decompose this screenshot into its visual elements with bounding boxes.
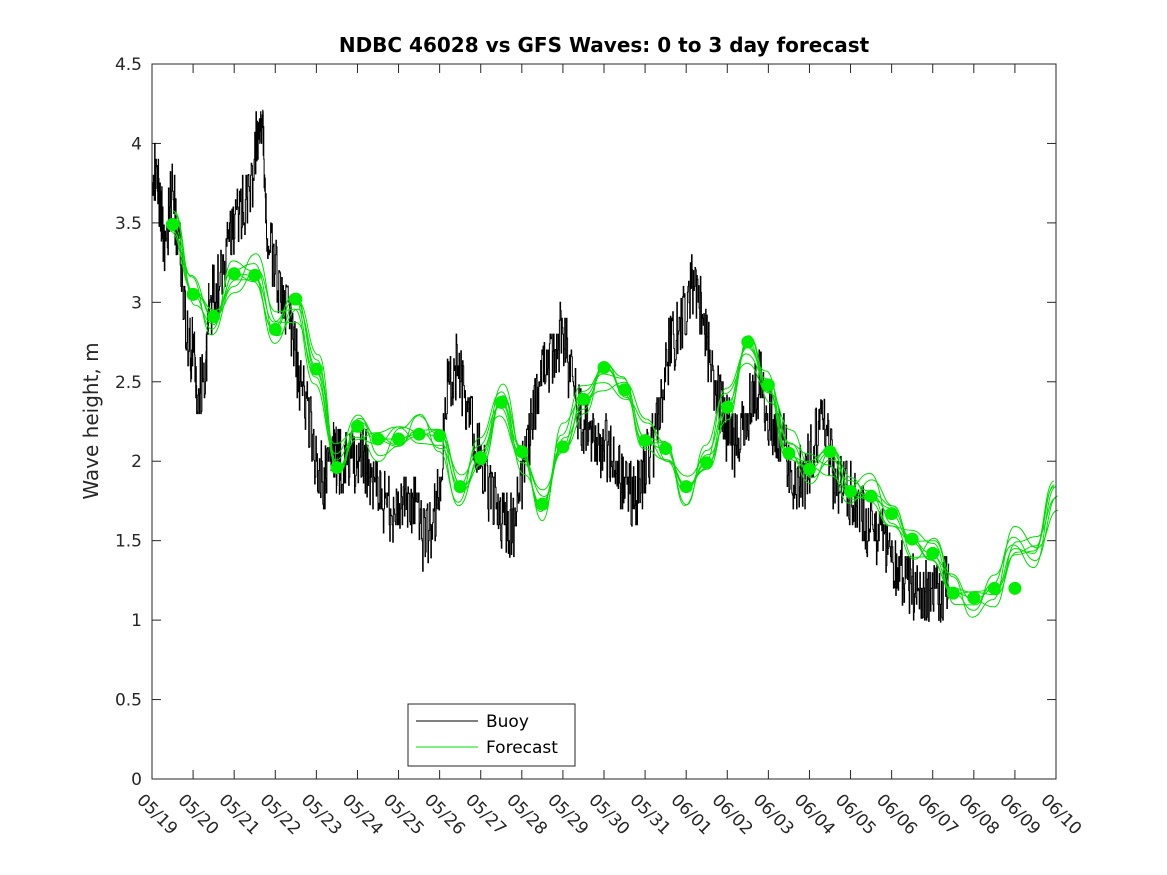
forecast-marker: [433, 429, 447, 443]
forecast-marker: [576, 392, 590, 406]
y-tick-label: 0: [131, 770, 142, 790]
forecast-marker: [659, 442, 673, 456]
forecast-marker: [309, 362, 323, 376]
forecast-marker: [782, 446, 796, 460]
y-tick-label: 1: [131, 611, 142, 631]
forecast-marker: [946, 586, 960, 600]
forecast-marker: [392, 432, 406, 446]
y-tick-label: 4.5: [115, 55, 142, 75]
forecast-marker: [720, 400, 734, 414]
forecast-marker: [741, 335, 755, 349]
forecast-marker: [330, 461, 344, 475]
forecast-markers: [166, 217, 1022, 605]
forecast-marker: [885, 507, 899, 521]
forecast-marker: [207, 310, 221, 324]
y-tick-label: 1.5: [115, 532, 142, 552]
forecast-marker: [679, 480, 693, 494]
forecast-marker: [453, 480, 467, 494]
legend-buoy-label: Buoy: [486, 712, 529, 732]
forecast-marker: [802, 462, 816, 476]
forecast-marker: [474, 451, 488, 465]
forecast-marker: [227, 267, 241, 281]
forecast-marker: [268, 322, 282, 336]
forecast-marker: [823, 445, 837, 459]
forecast-marker: [166, 217, 180, 231]
forecast-marker: [494, 395, 508, 409]
y-tick-label: 2: [131, 452, 142, 472]
forecast-marker: [515, 445, 529, 459]
forecast-marker: [844, 484, 858, 498]
forecast-marker: [371, 432, 385, 446]
legend: Buoy Forecast: [407, 703, 576, 767]
y-tick-label: 4: [131, 134, 142, 154]
y-axis-label: Wave height, m: [79, 342, 103, 499]
forecast-marker: [967, 591, 981, 605]
y-tick-label: 0.5: [115, 691, 142, 711]
forecast-marker: [186, 287, 200, 301]
legend-forecast-label: Forecast: [486, 738, 558, 758]
forecast-marker: [618, 383, 632, 397]
buoy-series-line: [151, 109, 950, 623]
forecast-marker: [864, 489, 878, 503]
y-tick-labels: 0 0.5 1 1.5 2 2.5 3 3.5 4 4.5: [115, 55, 142, 790]
forecast-marker: [350, 419, 364, 433]
forecast-marker: [638, 434, 652, 448]
forecast-marker: [535, 497, 549, 511]
forecast-marker: [926, 546, 940, 560]
forecast-marker: [289, 292, 303, 306]
forecast-marker: [905, 532, 919, 546]
legend-box: [407, 703, 576, 767]
forecast-marker: [700, 456, 714, 470]
forecast-marker: [761, 378, 775, 392]
forecast-series-line-4: [170, 228, 1057, 608]
axes-box: [151, 63, 1057, 780]
plot-area: [152, 64, 1056, 779]
chart-title: NDBC 46028 vs GFS Waves: 0 to 3 day fore…: [339, 33, 870, 57]
forecast-marker: [248, 268, 262, 282]
forecast-marker: [556, 440, 570, 454]
forecast-marker: [597, 360, 611, 374]
y-tick-label: 2.5: [115, 373, 142, 393]
y-tick-label: 3.5: [115, 214, 142, 234]
y-tick-label: 3: [131, 293, 142, 313]
forecast-marker: [1008, 581, 1022, 595]
forecast-marker: [987, 581, 1001, 595]
forecast-marker: [412, 427, 426, 441]
